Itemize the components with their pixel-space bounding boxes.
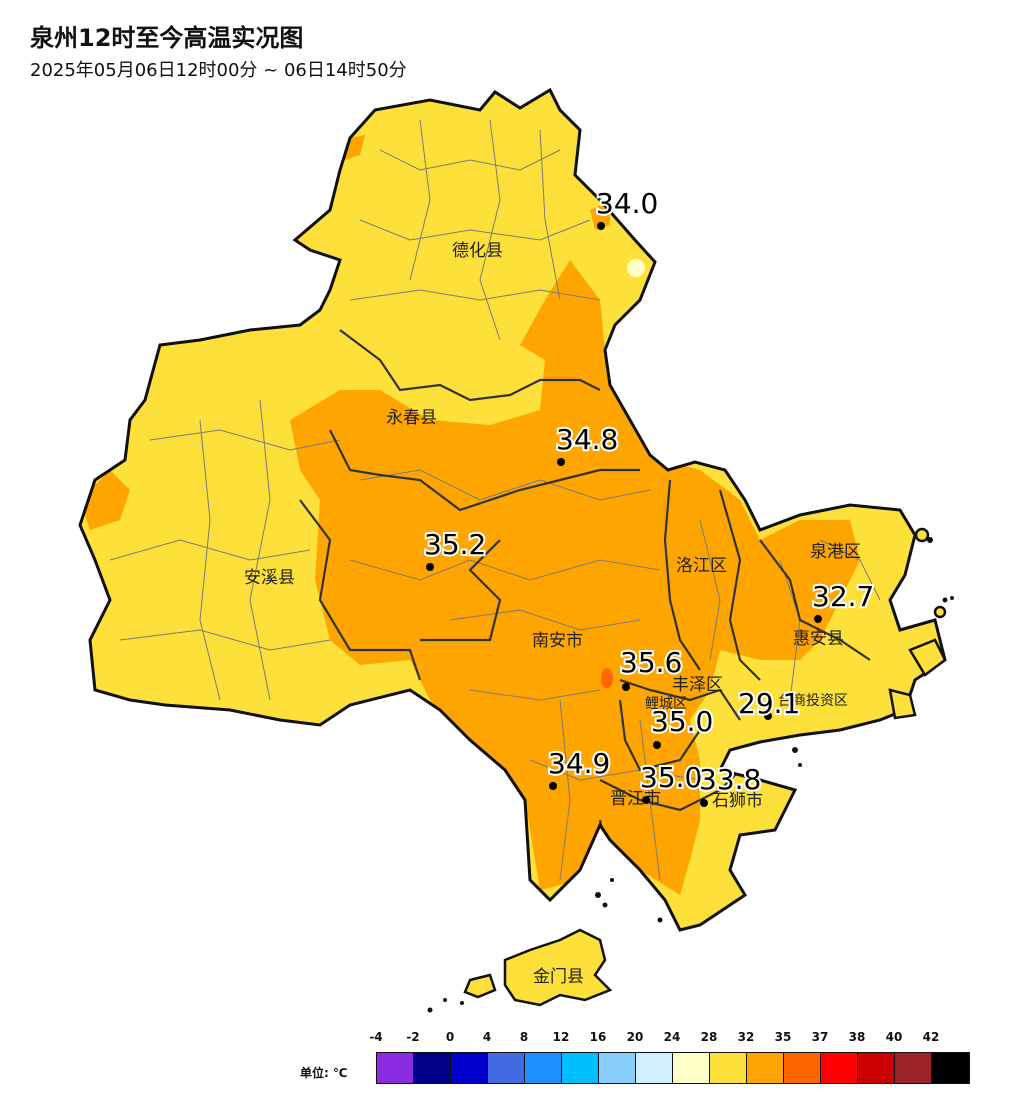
station-temp: 35.2 [424,528,486,561]
legend-swatch [525,1053,562,1083]
legend-swatch [599,1053,636,1083]
station-temp: 35.0 [640,761,702,794]
islands [463,527,947,1007]
station-dot [549,782,557,790]
legend-tick: 42 [922,1030,940,1044]
legend-swatch [673,1053,710,1083]
station-temp: 34.9 [548,747,610,780]
legend-color-bar [376,1052,970,1084]
legend-swatch [784,1053,821,1083]
station-dot [700,799,708,807]
county-label-luojiang: 洛江区 [676,556,727,576]
station-dot [557,458,565,466]
county-label-huian: 惠安县 [793,629,844,649]
station-temp: 34.8 [556,423,618,456]
county-label-licheng: 鲤城区 [645,696,687,712]
station-temp: 35.6 [620,646,682,679]
legend-tick: 8 [519,1030,529,1044]
station-dot [653,741,661,749]
legend-tick: 28 [700,1030,718,1044]
station-dot [622,683,630,691]
legend-swatch [895,1053,932,1083]
legend-tick: -4 [369,1030,383,1044]
legend-tick: 16 [589,1030,607,1044]
county-label-jinjiang: 晋江市 [610,789,661,809]
county-label-fengze: 丰泽区 [672,675,723,695]
map-title: 泉州12时至今高温实况图 [30,24,304,52]
station-dot [597,222,605,230]
county-label-anxi: 安溪县 [244,568,295,588]
legend-tick: 37 [811,1030,829,1044]
legend-swatch [414,1053,451,1083]
station-temp: 34.0 [596,187,658,220]
county-label-quangang: 泉港区 [810,542,861,562]
station-dot [426,563,434,571]
county-label-shishi: 石狮市 [712,791,763,811]
legend-tick: 38 [848,1030,866,1044]
station-dot [764,712,772,720]
legend-swatch [377,1053,414,1083]
legend-tick: 40 [885,1030,903,1044]
map-subtitle: 2025年05月06日12时00分 ~ 06日14时50分 [30,60,407,81]
township-boundaries [109,119,881,881]
legend-swatch [451,1053,488,1083]
legend-swatch [932,1053,969,1083]
station-temp: 33.8 [699,763,761,796]
station-temp: 29.1 [738,687,800,720]
county-label-taishang: 台商投资区 [778,693,848,709]
legend-tick: 24 [663,1030,681,1044]
legend-swatch [636,1053,673,1083]
color-legend: 单位: ℃ -4 -2 0 4 8 12 16 20 24 28 32 35 37 38 40 42 [300,1030,1000,1090]
legend-swatch [562,1053,599,1083]
station-temp: 35.0 [651,705,713,738]
legend-tick: 4 [482,1030,492,1044]
legend-tick: -2 [406,1030,420,1044]
county-boundaries [299,329,871,871]
legend-swatch [747,1053,784,1083]
legend-tick: 12 [552,1030,570,1044]
county-label-jinmen: 金门县 [533,967,584,987]
legend-unit: 单位: ℃ [300,1066,348,1080]
legend-tick: 35 [774,1030,792,1044]
legend-tick: 20 [626,1030,644,1044]
county-label-nanan: 南安市 [532,631,583,651]
legend-swatch [858,1053,895,1083]
station-dot [814,615,822,623]
map-outline [78,87,947,932]
legend-swatch [710,1053,747,1083]
small-islets [427,537,954,1013]
county-label-yongchun: 永春县 [386,408,437,428]
station-dot [642,796,650,804]
hot-zone [80,135,860,925]
legend-swatch [488,1053,525,1083]
station-temp: 32.7 [812,580,874,613]
station-dots [426,222,822,807]
legend-swatch [821,1053,858,1083]
legend-tick: 0 [445,1030,455,1044]
county-label-dehua: 德化县 [452,241,503,261]
legend-tick: 32 [737,1030,755,1044]
